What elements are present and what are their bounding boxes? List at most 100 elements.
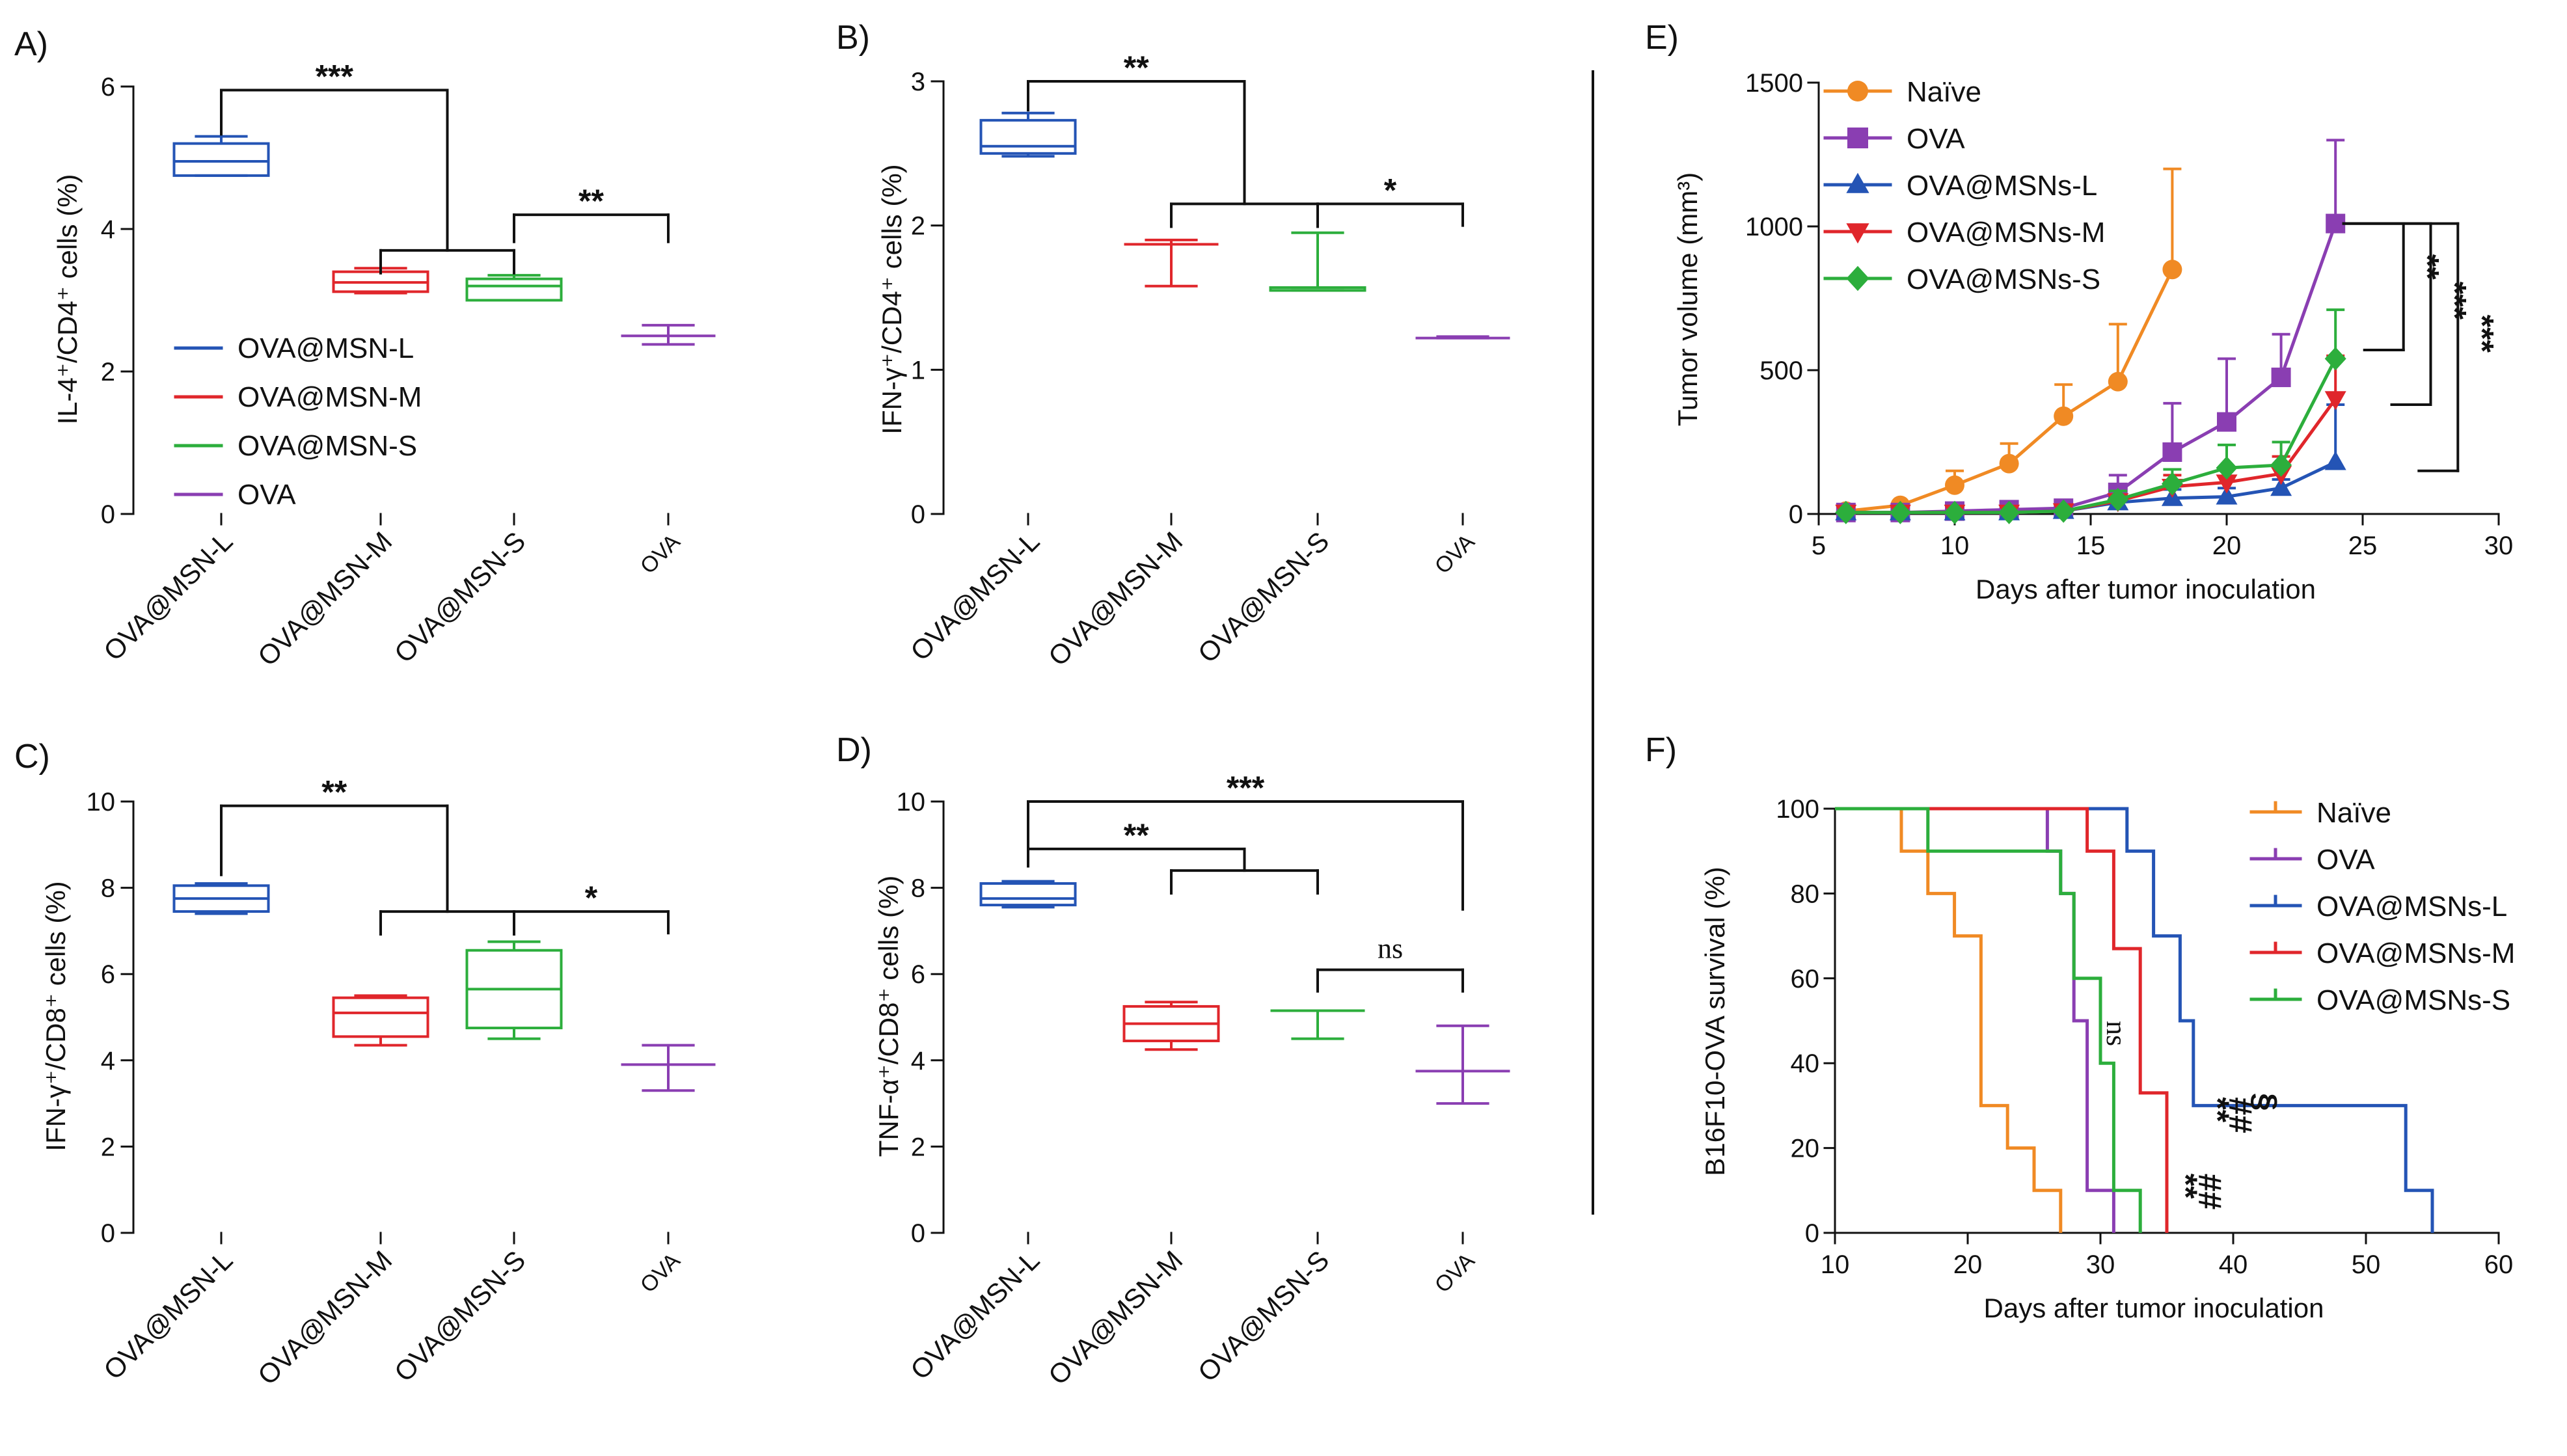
box-B-2 bbox=[1269, 231, 1366, 292]
y-tick-label-D: 10 bbox=[897, 788, 926, 816]
legend-label-F: Naïve bbox=[2316, 797, 2391, 829]
survival-curve bbox=[1835, 807, 2169, 1233]
y-tick-label-D: 8 bbox=[911, 874, 925, 903]
y-tick-label-D: 6 bbox=[911, 960, 925, 989]
legend-label-E: OVA bbox=[1907, 123, 1965, 155]
y-tick-label-D: 4 bbox=[911, 1047, 925, 1075]
x-tick-label-F: 10 bbox=[1821, 1250, 1850, 1279]
box-A-3 bbox=[621, 323, 716, 346]
legend-marker-E bbox=[1846, 172, 1869, 193]
box-D-1 bbox=[1122, 1001, 1220, 1051]
legend-label-F: OVA@MSNs-S bbox=[2316, 984, 2510, 1016]
category-label-D: OVA bbox=[1430, 1248, 1480, 1298]
marker-circle bbox=[1847, 81, 1868, 101]
x-tick-label-F: 60 bbox=[2484, 1250, 2514, 1279]
survival-ova bbox=[1835, 807, 2115, 1233]
box-C-0 bbox=[172, 882, 270, 915]
panel-label-F: F) bbox=[1645, 731, 1677, 769]
category-label-C: OVA@MSN-S bbox=[388, 1245, 532, 1388]
box-C-3 bbox=[621, 1044, 716, 1092]
y-tick-label-D: 2 bbox=[911, 1133, 925, 1161]
box-D-2 bbox=[1270, 1009, 1365, 1040]
y-tick-label-A: 4 bbox=[101, 215, 115, 244]
y-tick-label-E: 0 bbox=[1789, 500, 1803, 529]
x-tick-label-F: 50 bbox=[2352, 1250, 2381, 1279]
x-tick-label-E: 15 bbox=[2076, 532, 2106, 560]
y-axis-title-C: IFN-γ⁺/CD8⁺ cells (%) bbox=[40, 881, 71, 1151]
box-B-0 bbox=[979, 111, 1077, 158]
legend-label-F: OVA@MSNs-L bbox=[2316, 891, 2507, 923]
significance-label-B: ** bbox=[1124, 49, 1149, 86]
legend-marker-E bbox=[1847, 81, 1868, 101]
category-label-C: OVA@MSN-M bbox=[252, 1245, 398, 1391]
significance-label-A: *** bbox=[316, 58, 354, 94]
y-axis-title-F: B16F10-OVA survival (%) bbox=[1700, 867, 1730, 1176]
marker-diamond bbox=[2324, 347, 2346, 371]
series-ova-msns-l bbox=[1835, 403, 2346, 520]
y-tick-label-A: 6 bbox=[101, 73, 115, 101]
legend-label-A: OVA@MSN-M bbox=[238, 381, 422, 413]
significance-label-C: ** bbox=[321, 774, 347, 811]
x-tick-label-E: 20 bbox=[2212, 532, 2242, 560]
y-tick-label-F: 60 bbox=[1791, 965, 1820, 993]
category-label-B: OVA bbox=[1430, 530, 1480, 579]
x-tick-label-F: 30 bbox=[2086, 1250, 2115, 1279]
x-tick-label-E: 30 bbox=[2484, 532, 2514, 560]
y-tick-label-B: 2 bbox=[911, 212, 925, 241]
significance-label-D: ** bbox=[1124, 817, 1149, 854]
x-tick-label-E: 25 bbox=[2348, 532, 2378, 560]
panel-label-A: A) bbox=[14, 25, 48, 63]
legend-label-E: OVA@MSNs-M bbox=[1907, 217, 2105, 249]
y-axis-title-A: IL-4⁺/CD4⁺ cells (%) bbox=[52, 174, 83, 424]
series-line bbox=[1845, 358, 2337, 515]
survival-curve bbox=[1835, 807, 2434, 1233]
box-B-3 bbox=[1415, 335, 1510, 340]
box-body bbox=[465, 277, 563, 302]
marker-circle bbox=[2108, 371, 2128, 392]
significance-label-D: ns bbox=[1378, 933, 1403, 965]
y-tick-label-D: 0 bbox=[911, 1219, 925, 1248]
marker-diamond bbox=[2107, 487, 2129, 511]
significance-label-C: * bbox=[585, 880, 598, 916]
box-A-2 bbox=[465, 274, 563, 302]
marker-square bbox=[2217, 412, 2236, 432]
y-tick-label-F: 20 bbox=[1791, 1135, 1820, 1163]
series-ova-msns-s bbox=[1835, 308, 2346, 524]
category-label-D: OVA@MSN-L bbox=[904, 1245, 1045, 1385]
survival-curve bbox=[1835, 807, 2142, 1233]
box-A-0 bbox=[172, 135, 270, 177]
series-ova-msns-m bbox=[1835, 354, 2346, 524]
significance-label-E: ** bbox=[2410, 254, 2446, 280]
y-tick-label-E: 1000 bbox=[1745, 213, 1803, 241]
marker-circle bbox=[2054, 406, 2074, 426]
y-axis-title-E: Tumor volume (mm³) bbox=[1672, 172, 1703, 426]
marker-circle bbox=[2162, 260, 2182, 280]
legend-label-A: OVA bbox=[238, 479, 296, 511]
significance-label-D: *** bbox=[1227, 770, 1265, 806]
marker-diamond bbox=[2216, 456, 2238, 480]
y-tick-label-F: 100 bbox=[1776, 795, 1819, 824]
marker-triangle-up bbox=[1846, 172, 1869, 193]
legend-marker-E bbox=[1846, 223, 1869, 244]
box-B-1 bbox=[1124, 238, 1219, 288]
survival-ova-msns-s bbox=[1835, 807, 2142, 1233]
category-label-A: OVA@MSN-L bbox=[98, 526, 238, 666]
significance-label-E: *** bbox=[2437, 282, 2473, 320]
y-tick-label-F: 80 bbox=[1791, 880, 1820, 908]
category-label-C: OVA@MSN-L bbox=[98, 1245, 238, 1385]
survival-curve bbox=[1835, 807, 2063, 1233]
survival-na-ve bbox=[1835, 807, 2063, 1233]
marker-diamond bbox=[1998, 500, 2020, 524]
survival-ova-msns-m bbox=[1835, 807, 2169, 1233]
legend-marker-E bbox=[1846, 265, 1869, 291]
y-tick-label-F: 0 bbox=[1805, 1219, 1819, 1248]
marker-triangle-up bbox=[2270, 476, 2292, 496]
marker-diamond bbox=[2052, 499, 2074, 523]
marker-diamond bbox=[1846, 265, 1869, 291]
box-D-0 bbox=[979, 880, 1077, 909]
survival-ova-msns-l bbox=[1835, 807, 2434, 1233]
category-label-B: OVA@MSN-L bbox=[904, 526, 1045, 666]
y-tick-label-E: 1500 bbox=[1745, 69, 1803, 98]
y-axis-title-D: TNF-α⁺/CD8⁺ cells (%) bbox=[873, 876, 904, 1157]
